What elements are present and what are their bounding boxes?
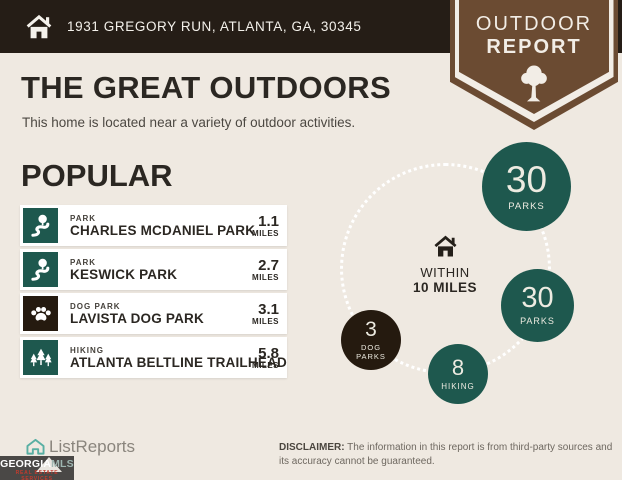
bubble-label: HIKING	[441, 381, 475, 391]
bubble-count: 30	[521, 281, 554, 314]
disclaimer: DISCLAIMER: The information in this repo…	[279, 441, 613, 469]
poi-card: PARK CHARLES MCDANIEL PARK 1.1 MILES	[20, 205, 287, 246]
page-subtitle: This home is located near a variety of o…	[22, 115, 356, 130]
bubble-count: 8	[451, 354, 465, 380]
badge-title-line1: OUTDOOR	[475, 13, 593, 35]
mls-roof-graphic	[36, 457, 62, 472]
radius-label: 10 MILES	[412, 280, 478, 295]
property-address: 1931 GREGORY RUN, ATLANTA, GA, 30345	[67, 19, 362, 34]
poi-card: DOG PARK LAVISTA DOG PARK 3.1 MILES	[20, 293, 287, 334]
home-icon	[26, 14, 52, 38]
bubble-label: DOG PARKS	[356, 342, 386, 361]
poi-distance-unit: MILES	[252, 228, 279, 238]
poi-distance-unit: MILES	[252, 360, 279, 370]
bubble-parks-large: 30 PARKS	[482, 142, 571, 231]
paw-icon	[23, 296, 58, 331]
park-icon	[23, 208, 58, 243]
mls-name: GEORGIAMLS	[0, 458, 74, 470]
bubble-label: PARKS	[520, 315, 555, 326]
outdoor-report-badge: OUTDOOR REPORT	[450, 0, 618, 130]
tree-icon	[521, 65, 547, 102]
within-label: WITHIN	[420, 265, 470, 280]
poi-distance: 5.8	[258, 344, 279, 362]
poi-category: HIKING	[70, 345, 104, 355]
disclaimer-text: The information in this report is from t…	[279, 442, 613, 467]
pine-trees-icon	[23, 340, 58, 375]
popular-heading: POPULAR	[21, 158, 173, 193]
georgia-mls-logo: GEORGIAMLS REAL ESTATE SERVICES	[0, 456, 74, 480]
poi-distance-unit: MILES	[252, 272, 279, 282]
poi-card: HIKING ATLANTA BELTLINE TRAILHEAD 5.8 MI…	[20, 337, 287, 378]
bubble-parks-small: 30 PARKS	[501, 269, 574, 342]
bubble-count: 30	[505, 158, 548, 200]
page-title: THE GREAT OUTDOORS	[21, 70, 391, 105]
poi-distance: 3.1	[258, 300, 279, 318]
poi-category: DOG PARK	[70, 301, 121, 311]
house-outline-icon	[26, 438, 45, 455]
radius-center: WITHIN 10 MILES	[395, 234, 495, 295]
poi-card: PARK KESWICK PARK 2.7 MILES	[20, 249, 287, 290]
brand-name: ListReports	[49, 437, 135, 456]
poi-name: ATLANTA BELTLINE TRAILHEAD	[70, 354, 287, 370]
bubble-label: PARKS	[508, 200, 545, 212]
poi-name: LAVISTA DOG PARK	[70, 310, 204, 326]
home-icon	[434, 235, 456, 257]
bubble-count: 3	[365, 317, 377, 341]
poi-distance: 1.1	[258, 212, 279, 230]
bubble-hiking: 8 HIKING	[428, 344, 488, 404]
poi-distance-unit: MILES	[252, 316, 279, 326]
mls-tagline: REAL ESTATE SERVICES	[15, 470, 59, 480]
poi-distance: 2.7	[258, 256, 279, 274]
poi-category: PARK	[70, 257, 97, 267]
poi-name: KESWICK PARK	[70, 266, 178, 282]
poi-category: PARK	[70, 213, 97, 223]
poi-name: CHARLES MCDANIEL PARK	[70, 222, 256, 238]
disclaimer-label: DISCLAIMER:	[279, 442, 345, 453]
listreports-logo: ListReports	[25, 437, 135, 457]
badge-title-line2: REPORT	[486, 36, 582, 58]
bubble-dog-parks: 3 DOG PARKS	[341, 310, 401, 370]
park-icon	[23, 252, 58, 287]
